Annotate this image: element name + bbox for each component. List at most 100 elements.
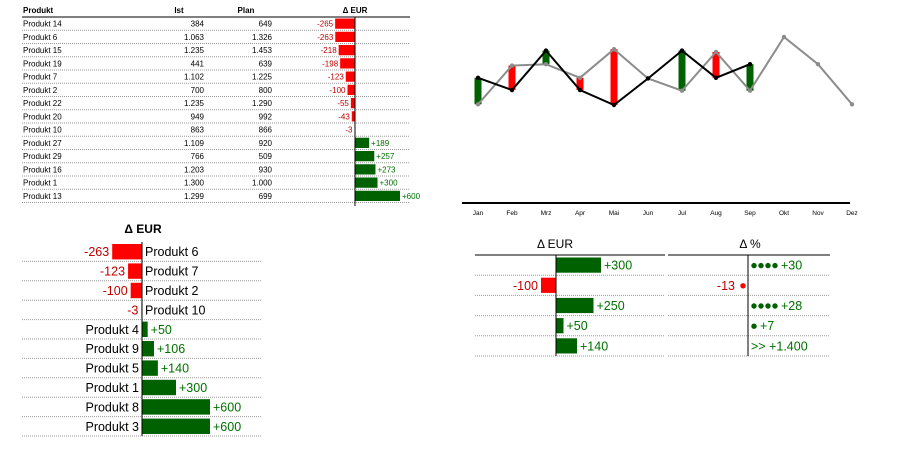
product-name: Produkt 7 (23, 73, 58, 82)
delta-label: +189 (371, 139, 390, 148)
delta-label: +250 (597, 299, 625, 313)
delta-label: -100 (329, 86, 346, 95)
delta-label: -123 (328, 73, 345, 82)
variance-bar (508, 65, 516, 91)
product-name: Produkt 16 (23, 165, 62, 174)
actual-point (475, 75, 481, 81)
delta-label: -3 (345, 126, 353, 135)
dot-marker (758, 262, 764, 269)
category-label: Produkt 5 (85, 362, 139, 376)
plan-line (477, 35, 853, 105)
delta-bar (556, 257, 601, 273)
plan-point (747, 88, 753, 93)
x-tick-label: Mrz (541, 210, 552, 217)
delta-label: +300 (179, 381, 207, 395)
delta-label: +273 (377, 165, 396, 174)
product-name: Produkt 27 (23, 139, 62, 148)
plan-value: 639 (259, 59, 273, 68)
plan-value: 992 (259, 112, 273, 121)
delta-eur-bar-chart: Δ EUR -263 Produkt 6 -123 Produkt 7 -100 Prod… (22, 222, 262, 437)
actual-point (679, 48, 685, 53)
delta-bar (355, 190, 400, 201)
actual-point (747, 61, 753, 67)
column-header-delta-eur: Δ EUR (343, 6, 368, 15)
actual-point (509, 87, 515, 93)
delta-label: +28 (781, 299, 802, 313)
delta-bar (142, 379, 176, 396)
dot-marker (765, 262, 771, 269)
dot-marker (740, 283, 746, 289)
category-label: Produkt 8 (85, 400, 139, 414)
delta-bar (142, 399, 210, 415)
delta-bar (112, 244, 142, 260)
variance-bar (610, 49, 618, 105)
delta-bar (541, 277, 556, 293)
delta-label: -3 (127, 303, 138, 317)
category-label: Produkt 2 (145, 284, 199, 298)
variance-bar (576, 77, 584, 91)
delta-label: -55 (337, 99, 349, 108)
ist-value: 1.235 (184, 99, 205, 108)
product-name: Produkt 15 (23, 46, 62, 55)
delta-bar (355, 137, 370, 148)
plan-value: 509 (259, 152, 273, 161)
product-name: Produkt 10 (23, 126, 62, 135)
delta-label: +140 (161, 362, 189, 376)
plan-point (611, 47, 617, 52)
chart-title: Δ EUR (537, 237, 573, 251)
plan-value: 1.326 (252, 33, 273, 42)
delta-label: +300 (604, 259, 632, 273)
ist-value: 863 (191, 126, 205, 135)
variance-bar (746, 64, 754, 91)
plan-value: 649 (259, 20, 273, 29)
delta-bar (338, 45, 355, 56)
delta-bar (128, 263, 142, 279)
x-tick-label: Nov (812, 210, 824, 217)
plan-value: 1.000 (252, 179, 273, 188)
category-label: Produkt 1 (85, 381, 139, 395)
product-name: Produkt 14 (23, 20, 62, 29)
x-tick-label: Sep (744, 210, 756, 217)
x-tick-label: Jun (643, 210, 654, 217)
variance-bar (678, 50, 686, 91)
plan-value: 1.453 (252, 46, 273, 55)
variance-bar (712, 51, 720, 78)
delta-bar (142, 418, 210, 434)
column-header-plan: Plan (238, 6, 255, 15)
delta-bar (142, 360, 158, 376)
plan-value: 699 (259, 192, 273, 201)
delta-label: -263 (84, 245, 109, 259)
actual-point (543, 48, 549, 53)
plan-value: 930 (259, 165, 273, 174)
delta-percent-chart: Δ % +30 -13 +28 +7 >> +1.400 (668, 237, 830, 357)
delta-label: +600 (213, 400, 241, 414)
delta-label: +140 (580, 339, 608, 353)
delta-bar (347, 84, 355, 95)
dot-marker (758, 303, 764, 309)
x-tick-label: Jul (678, 210, 687, 217)
ist-value: 1.063 (184, 33, 205, 42)
category-label: Produkt 4 (85, 323, 139, 337)
ist-value: 384 (191, 20, 205, 29)
delta-bar (340, 58, 355, 69)
delta-label: +600 (213, 420, 241, 434)
x-tick-label: Aug (710, 210, 722, 217)
plan-point (679, 88, 685, 93)
actual-point (713, 75, 719, 81)
delta-label: +50 (151, 323, 172, 337)
delta-bar (142, 321, 148, 337)
delta-label: -218 (321, 46, 338, 55)
category-label: Produkt 3 (85, 420, 139, 434)
chart-title: Δ % (739, 237, 761, 251)
delta-label: -100 (513, 279, 538, 293)
delta-bar (355, 151, 375, 162)
column-header-ist: Ist (174, 6, 184, 15)
delta-bar (130, 282, 142, 299)
delta-label: -265 (317, 20, 334, 29)
ist-value: 949 (191, 112, 205, 121)
x-tick-label: Apr (575, 210, 586, 217)
delta-bar (355, 177, 378, 188)
plan-value: 800 (259, 86, 273, 95)
ist-value: 766 (191, 152, 205, 161)
category-label: Produkt 9 (85, 342, 139, 356)
